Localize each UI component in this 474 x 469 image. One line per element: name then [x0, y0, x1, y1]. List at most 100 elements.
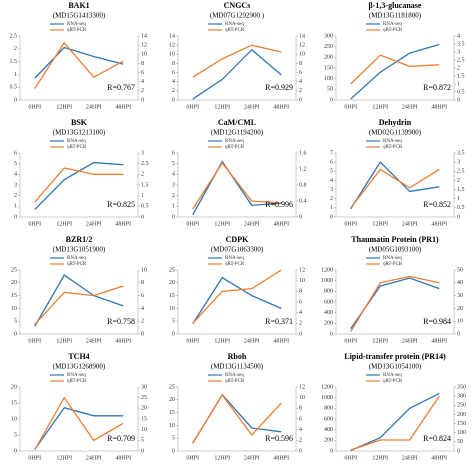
y2-tick-label: 20	[141, 406, 147, 412]
y2-tick-label: 2.5	[457, 169, 465, 175]
panel-subtitle: (MD13G1213100)	[53, 129, 106, 137]
y2-tick-label: 0	[299, 331, 302, 337]
y2-tick-label: 2.5	[457, 57, 465, 63]
x-tick-label: 24HPI	[244, 338, 260, 344]
panel-title: CNGCs	[224, 1, 251, 10]
x-tick-label: 12HPI	[214, 221, 230, 227]
legend-label: qRT-PCR	[225, 379, 245, 384]
y-tick-label: 15	[11, 400, 17, 406]
y-tick-label: 1	[172, 204, 175, 210]
y-tick-label: 20	[11, 280, 17, 286]
y-tick-label: 10	[11, 306, 17, 312]
x-tick-label: 48HPI	[273, 104, 289, 110]
x-tick-label: 12HPI	[56, 338, 72, 344]
y-tick-label: 100	[324, 76, 333, 82]
series-line	[350, 161, 440, 210]
series-line	[34, 274, 124, 327]
y-tick-label: 8	[172, 61, 175, 67]
x-tick-label: 12HPI	[372, 221, 388, 227]
series-line	[192, 48, 282, 100]
x-tick-label: 12HPI	[214, 338, 230, 344]
panel-title: BZR1/2	[66, 235, 93, 244]
y-tick-label: 0	[330, 97, 333, 103]
y-tick-label: 200	[324, 438, 333, 444]
y2-tick-label: 2	[457, 178, 460, 184]
y2-tick-label: 1.2	[299, 166, 307, 172]
x-tick-label: 0HPI	[28, 338, 41, 344]
y2-tick-label: 0.5	[141, 204, 149, 210]
y2-tick-label: 30	[457, 293, 463, 299]
y-tick-label: 0	[330, 448, 333, 454]
y-tick-label: 10	[169, 306, 175, 312]
y-tick-label: 4	[14, 172, 17, 178]
y2-tick-label: 6	[299, 70, 302, 76]
y2-tick-label: 1	[457, 196, 460, 202]
y2-tick-label: 0	[457, 448, 460, 454]
y2-tick-label: 0	[457, 214, 460, 220]
x-tick-label: 12HPI	[372, 338, 388, 344]
y-tick-label: 5	[14, 432, 17, 438]
y-tick-label: 3	[14, 182, 17, 188]
y-tick-label: 20	[169, 280, 175, 286]
y-tick-label: 3	[330, 187, 333, 193]
y2-tick-label: 0.4	[299, 198, 307, 204]
y2-tick-label: 4	[299, 79, 302, 85]
x-tick-label: 0HPI	[186, 104, 199, 110]
x-tick-label: 48HPI	[115, 221, 131, 227]
series-line	[34, 285, 124, 325]
y2-tick-label: 6	[299, 299, 302, 305]
y2-tick-label: 250	[457, 403, 466, 409]
legend-label: qRT-PCR	[225, 28, 245, 33]
x-tick-label: 24HPI	[402, 455, 418, 461]
y2-tick-label: 25	[141, 395, 147, 401]
x-tick-label: 48HPI	[115, 338, 131, 344]
legend-label: qRT-PCR	[225, 262, 245, 267]
y-tick-label: 15	[169, 410, 175, 416]
y-tick-label: 2	[14, 193, 17, 199]
y2-tick-label: 10	[141, 267, 147, 273]
y-tick-label: 400	[324, 427, 333, 433]
y-tick-label: 6	[172, 70, 175, 76]
y2-tick-label: 3	[457, 49, 460, 55]
y-tick-label: 800	[324, 406, 333, 412]
y2-tick-label: 0.8	[299, 182, 307, 188]
annotation: R=0.996	[265, 200, 293, 209]
y2-tick-label: 2	[299, 438, 302, 444]
y2-tick-label: 1.5	[457, 187, 465, 193]
y-tick-label: 0	[330, 331, 333, 337]
y2-tick-label: 200	[457, 412, 466, 418]
y2-tick-label: 3	[141, 150, 144, 156]
y-tick-label: 1000	[321, 278, 333, 284]
series-line	[34, 41, 124, 89]
y-tick-label: 0	[330, 214, 333, 220]
y-tick-label: 0	[172, 97, 175, 103]
x-tick-label: 48HPI	[273, 455, 289, 461]
legend-label: RNA-seq	[67, 373, 86, 378]
x-tick-label: 12HPI	[214, 455, 230, 461]
series-line	[192, 276, 282, 325]
y2-tick-label: 6	[141, 293, 144, 299]
series-line	[350, 395, 440, 451]
y-tick-label: 7	[330, 150, 333, 156]
annotation: R=0.929	[265, 83, 293, 92]
y2-tick-label: 12	[141, 43, 147, 49]
x-tick-label: 12HPI	[372, 455, 388, 461]
y-tick-label: 5	[14, 319, 17, 325]
legend-label: qRT-PCR	[67, 28, 87, 33]
y2-tick-label: 4	[457, 33, 460, 39]
legend-label: RNA-seq	[383, 139, 402, 144]
y-tick-label: 6	[14, 150, 17, 156]
y2-tick-label: 0	[457, 97, 460, 103]
y2-tick-label: 5	[141, 438, 144, 444]
y2-tick-label: 10	[299, 395, 305, 401]
x-tick-label: 48HPI	[115, 104, 131, 110]
legend-label: RNA-seq	[383, 373, 402, 378]
y-tick-label: 600	[324, 299, 333, 305]
x-tick-label: 12HPI	[56, 455, 72, 461]
y-tick-label: 150	[324, 65, 333, 71]
series-line	[34, 46, 124, 79]
panel-subtitle: (MD15G1413300)	[53, 12, 106, 20]
y2-tick-label: 14	[299, 33, 305, 39]
x-tick-label: 48HPI	[115, 455, 131, 461]
y-tick-label: 25	[11, 267, 17, 273]
